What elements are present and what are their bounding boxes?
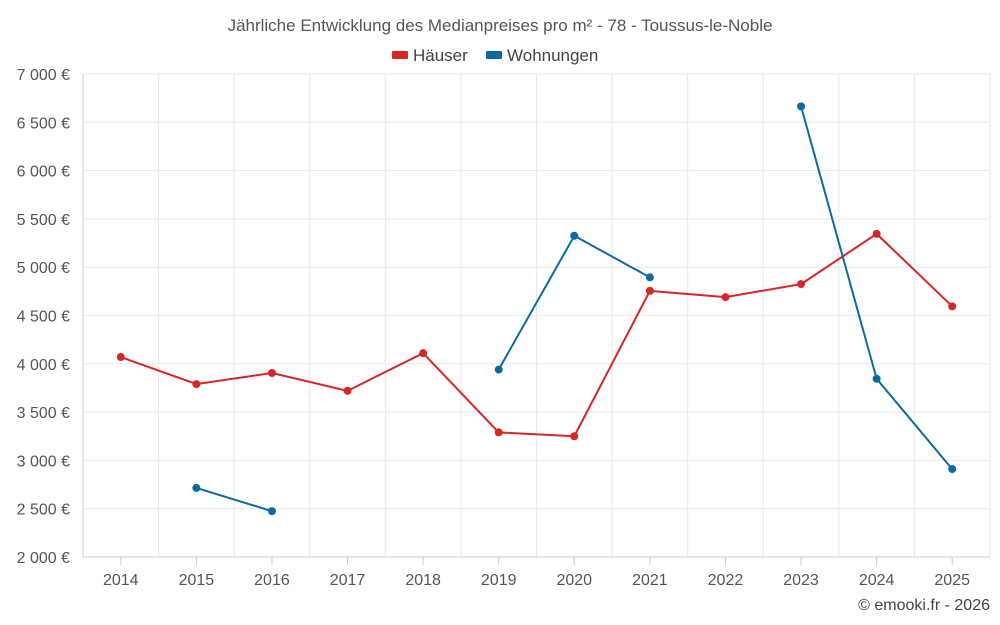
legend-item: Wohnungen bbox=[486, 46, 598, 65]
y-tick-label: 6 500 € bbox=[17, 115, 70, 132]
data-point bbox=[343, 386, 352, 395]
x-tick-label: 2022 bbox=[708, 572, 744, 589]
legend-swatch bbox=[486, 51, 502, 59]
chart-title: Jährliche Entwicklung des Medianpreises … bbox=[228, 16, 773, 35]
y-tick-label: 2 500 € bbox=[17, 502, 70, 519]
legend-label: Wohnungen bbox=[507, 46, 598, 65]
series-haeuser bbox=[116, 229, 957, 441]
x-tick-label: 2024 bbox=[859, 572, 895, 589]
y-tick-label: 4 500 € bbox=[17, 309, 70, 326]
x-tick-label: 2020 bbox=[556, 572, 592, 589]
x-tick-label: 2019 bbox=[481, 572, 517, 589]
y-tick-label: 2 000 € bbox=[17, 550, 70, 567]
axis-layer: 2 000 € 2 500 € 3 000 € 3 500 € 4 000 € 4 500… bbox=[17, 67, 990, 589]
y-tick-label: 7 000 € bbox=[17, 67, 70, 84]
y-tick-label: 3 500 € bbox=[17, 405, 70, 422]
data-point bbox=[645, 273, 654, 282]
x-tick-label: 2023 bbox=[783, 572, 819, 589]
y-tick-label: 5 000 € bbox=[17, 260, 70, 277]
x-tick-label: 2021 bbox=[632, 572, 668, 589]
data-point bbox=[570, 432, 579, 441]
data-point bbox=[948, 465, 957, 474]
data-point bbox=[192, 483, 201, 492]
y-tick-label: 4 000 € bbox=[17, 357, 70, 374]
legend: Häuser Wohnungen bbox=[392, 46, 598, 65]
y-tick-label: 3 000 € bbox=[17, 453, 70, 470]
data-point bbox=[872, 229, 881, 238]
x-tick-label: 2015 bbox=[179, 572, 215, 589]
series-layer bbox=[116, 102, 957, 516]
data-point bbox=[645, 286, 654, 295]
data-point bbox=[948, 302, 957, 311]
y-tick-label: 6 000 € bbox=[17, 164, 70, 181]
data-point bbox=[419, 349, 428, 358]
series-line bbox=[120, 232, 953, 438]
data-point bbox=[797, 102, 806, 111]
data-point bbox=[721, 293, 730, 302]
data-point bbox=[116, 353, 125, 362]
x-tick-label: 2018 bbox=[405, 572, 441, 589]
series-wohnungen bbox=[192, 102, 957, 516]
data-point bbox=[872, 374, 881, 383]
grid-layer bbox=[82, 73, 991, 558]
legend-item: Häuser bbox=[392, 46, 468, 65]
data-point bbox=[797, 280, 806, 289]
legend-label: Häuser bbox=[413, 46, 468, 65]
y-tick-label: 5 500 € bbox=[17, 212, 70, 229]
data-point bbox=[494, 428, 503, 437]
series-line bbox=[497, 234, 651, 371]
data-point bbox=[267, 507, 276, 516]
x-tick-label: 2025 bbox=[934, 572, 970, 589]
credit-text: © emooki.fr - 2026 bbox=[858, 597, 990, 614]
series-line bbox=[196, 486, 273, 513]
data-point bbox=[494, 365, 503, 374]
data-point bbox=[570, 231, 579, 240]
legend-swatch bbox=[392, 51, 408, 59]
series-line bbox=[800, 106, 953, 470]
data-point bbox=[267, 368, 276, 377]
x-tick-label: 2014 bbox=[103, 572, 139, 589]
data-point bbox=[192, 380, 201, 389]
x-tick-label: 2017 bbox=[330, 572, 366, 589]
x-tick-label: 2016 bbox=[254, 572, 290, 589]
